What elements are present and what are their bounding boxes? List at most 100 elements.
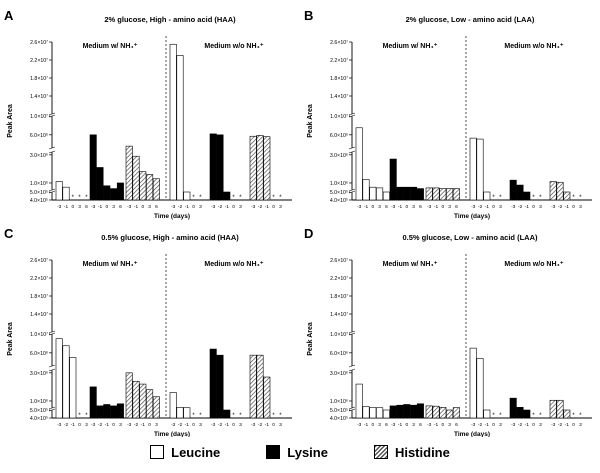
x-tick-label: 0 bbox=[148, 422, 151, 428]
bar-leucine bbox=[55, 181, 63, 201]
bar-leucine bbox=[183, 191, 191, 201]
bar-lysine bbox=[223, 191, 231, 201]
bar-histidine bbox=[563, 409, 571, 419]
bar-histidine bbox=[432, 405, 440, 419]
x-tick-label: 3 bbox=[279, 204, 282, 210]
bar-lysine bbox=[89, 386, 97, 419]
bar-histidine bbox=[263, 376, 271, 419]
axis-break-mark bbox=[48, 332, 56, 336]
x-tick-label: -1 bbox=[565, 422, 570, 428]
bar-lysine bbox=[103, 185, 111, 201]
axis-break-mark bbox=[48, 408, 56, 412]
x-tick-label: -2 bbox=[478, 204, 483, 210]
x-tick-label: 0 bbox=[492, 422, 495, 428]
group-header-right: Medium w/o NH₄⁺ bbox=[504, 261, 563, 268]
x-tick-label: -1 bbox=[134, 204, 139, 210]
missing-marker: * bbox=[499, 413, 502, 419]
axis-break-mark bbox=[348, 332, 356, 336]
x-tick-label: -3 bbox=[57, 204, 62, 210]
x-tick-label: 6 bbox=[419, 422, 422, 428]
axis-break bbox=[350, 114, 594, 116]
legend-label-lysine: Lysine bbox=[287, 444, 328, 460]
panel-title: 0.5% glucose, High - amino acid (HAA) bbox=[101, 233, 239, 242]
x-tick-label: 0 bbox=[141, 204, 144, 210]
x-tick-label: -1 bbox=[485, 204, 490, 210]
x-tick-label: -3 bbox=[427, 204, 432, 210]
x-tick-label: 3 bbox=[155, 422, 158, 428]
bar-leucine bbox=[469, 137, 477, 201]
axis-break-mark bbox=[48, 188, 56, 192]
axis-break-mark bbox=[348, 188, 356, 192]
bar-lysine bbox=[523, 409, 531, 419]
x-tick-label: 0 bbox=[105, 204, 108, 210]
x-tick-label: -3 bbox=[127, 422, 132, 428]
x-tick-label: -2 bbox=[518, 422, 523, 428]
axis-break bbox=[50, 332, 294, 334]
bar-lysine bbox=[116, 182, 124, 201]
x-tick-label: 0 bbox=[572, 422, 575, 428]
axis-break-mark bbox=[348, 190, 356, 194]
panel-letter: D bbox=[304, 226, 313, 241]
figure-canvas: A 2% glucose, High - amino acid (HAA) Peak… bbox=[4, 8, 594, 437]
bar-lysine bbox=[396, 404, 404, 419]
x-tick-label: -3 bbox=[127, 204, 132, 210]
bar-histidine bbox=[146, 174, 154, 201]
missing-marker: * bbox=[579, 195, 582, 201]
x-tick-label: -1 bbox=[398, 204, 403, 210]
axis-break-mark bbox=[348, 114, 356, 118]
x-tick-label: 3 bbox=[412, 204, 415, 210]
x-tick-label: 3 bbox=[499, 422, 502, 428]
bar-histidine bbox=[256, 134, 264, 201]
missing-marker: * bbox=[492, 195, 495, 201]
bar-leucine bbox=[176, 55, 184, 201]
axis-break-mark bbox=[348, 330, 356, 334]
x-tick-label: 0 bbox=[371, 422, 374, 428]
x-tick-label: 6 bbox=[385, 422, 388, 428]
bar-histidine bbox=[549, 181, 557, 201]
group-header-left: Medium w/ NH₄⁺ bbox=[383, 261, 438, 268]
bar-histidine bbox=[125, 372, 133, 419]
bar-lysine bbox=[223, 409, 231, 419]
axis-break-mark bbox=[348, 368, 356, 372]
legend-item-lysine: Lysine bbox=[266, 445, 328, 460]
y-tick-label: 1.4×10⁷ bbox=[330, 94, 348, 100]
bar-lysine bbox=[96, 167, 104, 201]
x-tick-label: 0 bbox=[112, 422, 115, 428]
missing-marker: * bbox=[232, 413, 235, 419]
bar-leucine bbox=[55, 338, 63, 419]
x-tick-label: -1 bbox=[398, 422, 403, 428]
bar-lysine bbox=[209, 348, 217, 419]
x-tick-label: 0 bbox=[572, 204, 575, 210]
x-tick-label: 0 bbox=[71, 204, 74, 210]
bar-histidine bbox=[425, 405, 433, 419]
panel-d: D 0.5% glucose, Low - amino acid (LAA) Pea… bbox=[304, 226, 594, 437]
y-tick-label: 1.8×10⁷ bbox=[330, 294, 348, 300]
x-tick-label: 0 bbox=[441, 422, 444, 428]
missing-marker: * bbox=[272, 413, 275, 419]
missing-marker: * bbox=[199, 195, 202, 201]
bar-leucine bbox=[476, 138, 484, 201]
x-tick-label: -1 bbox=[185, 204, 190, 210]
bar-leucine bbox=[169, 392, 177, 419]
x-tick-label: 3 bbox=[378, 422, 381, 428]
panel-a: A 2% glucose, High - amino acid (HAA) Peak… bbox=[4, 8, 294, 220]
x-tick-label: -2 bbox=[178, 204, 183, 210]
panel-letter: C bbox=[4, 226, 14, 241]
x-tick-label: -3 bbox=[211, 204, 216, 210]
missing-marker: * bbox=[192, 195, 195, 201]
x-tick-label: -2 bbox=[64, 422, 69, 428]
bar-lysine bbox=[416, 403, 424, 419]
x-tick-label: -3 bbox=[357, 204, 362, 210]
y-tick-label: 1.4×10⁷ bbox=[330, 312, 348, 318]
bar-lysine bbox=[523, 191, 531, 201]
bar-histidine bbox=[152, 396, 160, 419]
group-header-right: Medium w/o NH₄⁺ bbox=[204, 261, 263, 268]
x-tick-label: -1 bbox=[485, 422, 490, 428]
x-tick-label: -3 bbox=[391, 204, 396, 210]
panel-b: B 2% glucose, Low - amino acid (LAA) Peak … bbox=[304, 8, 594, 220]
x-tick-label: -1 bbox=[364, 204, 369, 210]
missing-marker: * bbox=[232, 195, 235, 201]
axis-break-mark bbox=[48, 112, 56, 116]
bar-lysine bbox=[110, 188, 118, 201]
y-tick-label: 6.0×10⁶ bbox=[330, 133, 348, 139]
